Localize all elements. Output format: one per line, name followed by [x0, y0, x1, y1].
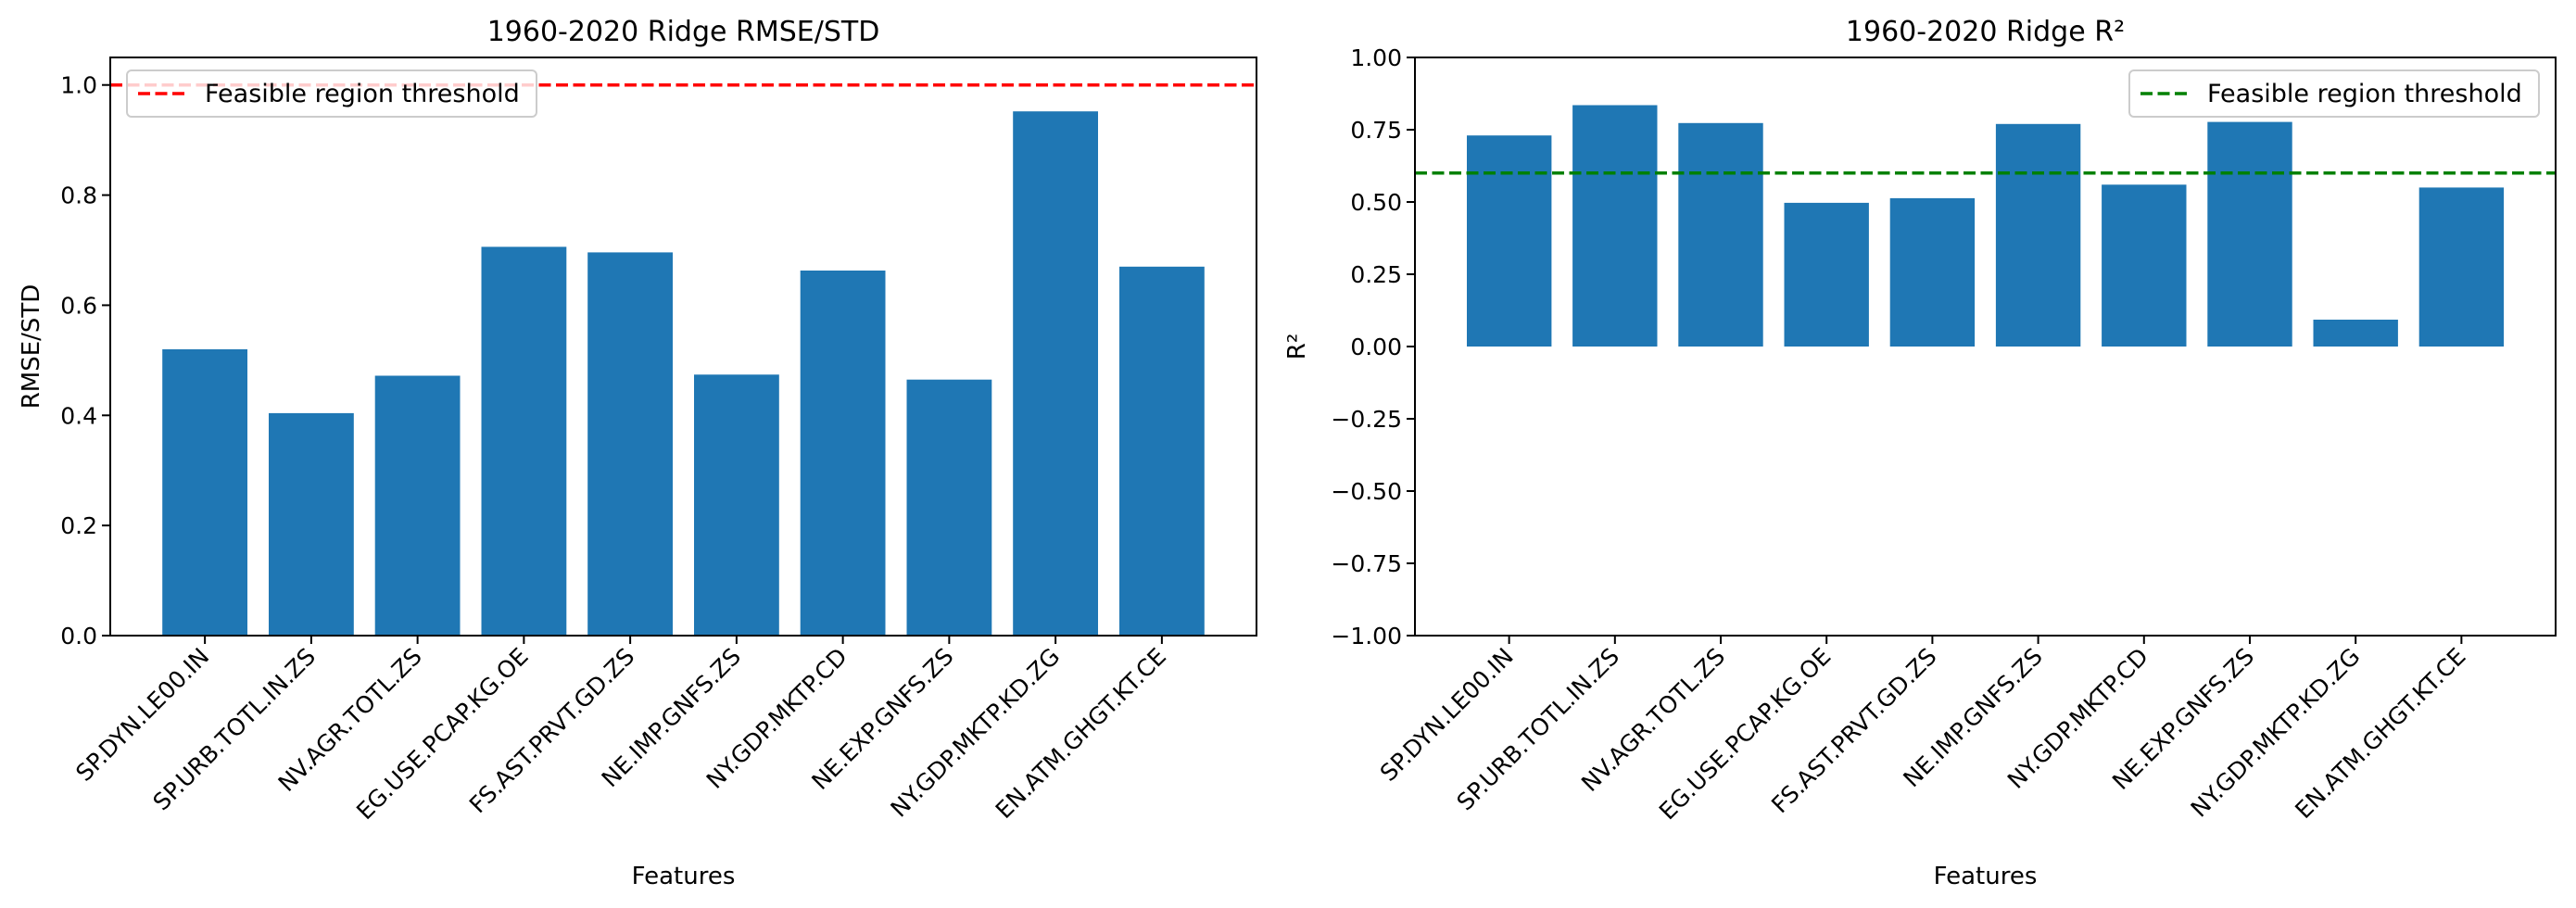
- y-tick-label: 0.6: [60, 292, 97, 319]
- bar-nv-agr-totl-zs: [1678, 122, 1763, 347]
- bar-ne-imp-gnfs-zs: [1995, 123, 2081, 347]
- y-tick-label: 0.2: [60, 512, 97, 539]
- legend: Feasible region threshold: [126, 69, 537, 118]
- bar-sp-urb-totl-in-zs: [269, 412, 354, 636]
- bar-sp-urb-totl-in-zs: [1572, 105, 1658, 347]
- bar-ny-gdp-mktp-kd-zg: [1013, 111, 1098, 636]
- y-tick-label: −1.00: [1331, 623, 1402, 649]
- x-axis-label: Features: [632, 863, 736, 890]
- bar-nv-agr-totl-zs: [374, 375, 461, 636]
- bar-ne-imp-gnfs-zs: [694, 374, 779, 636]
- y-tick-label: 1.0: [60, 72, 97, 99]
- bar-ne-exp-gnfs-zs: [2207, 121, 2292, 347]
- y-axis-label: R²: [1283, 334, 1311, 360]
- bar-fs-ast-prvt-gd-zs: [1889, 197, 1976, 347]
- legend: Feasible region threshold: [2128, 69, 2540, 118]
- bar-ny-gdp-mktp-cd: [800, 271, 886, 636]
- y-tick-label: 0.0: [60, 623, 97, 649]
- legend-label: Feasible region threshold: [2207, 80, 2522, 108]
- y-tick-label: −0.75: [1331, 550, 1402, 577]
- y-tick-label: 0.8: [60, 183, 97, 209]
- bar-fs-ast-prvt-gd-zs: [587, 252, 673, 636]
- bar-eg-use-pcap-kg-oe: [481, 246, 567, 636]
- chart-title: 1960-2020 Ridge RMSE/STD: [487, 16, 880, 48]
- bar-sp-dyn-le00-in: [1467, 135, 1552, 347]
- y-axis: −1.00 −0.75 −0.50 −0.25 0.00 0.25 0.50 0.75 1.00: [1331, 44, 1415, 649]
- y-tick-label: 0.75: [1350, 117, 1402, 144]
- bar-en-atm-ghgt-kt-ce: [2418, 187, 2505, 347]
- legend-box: [2128, 69, 2540, 118]
- bar-group: [162, 111, 1205, 636]
- y-tick-label: −0.25: [1331, 406, 1402, 433]
- x-axis-label: Features: [1934, 863, 2038, 890]
- y-axis-label: RMSE/STD: [18, 284, 45, 410]
- y-tick-label: 0.50: [1350, 189, 1402, 216]
- bar-ny-gdp-mktp-kd-zg: [2313, 320, 2398, 347]
- axes-frame: [109, 57, 1257, 637]
- bar-en-atm-ghgt-kt-ce: [1119, 266, 1205, 636]
- bar-group: [1467, 105, 2505, 347]
- y-tick-label: 0.4: [60, 402, 97, 429]
- y-tick-label: 1.00: [1350, 44, 1402, 71]
- y-tick-label: −0.50: [1331, 478, 1402, 505]
- chart-title: 1960-2020 Ridge R²: [1846, 16, 2125, 48]
- bar-ny-gdp-mktp-cd: [2102, 184, 2187, 347]
- bar-ne-exp-gnfs-zs: [906, 379, 992, 636]
- bar-sp-dyn-le00-in: [162, 349, 247, 636]
- y-tick-label: 0.00: [1350, 334, 1402, 360]
- y-axis: 0.0 0.2 0.4 0.6 0.8 1.0: [60, 72, 110, 649]
- legend-label: Feasible region threshold: [205, 80, 520, 108]
- y-tick-label: 0.25: [1350, 261, 1402, 288]
- bar-eg-use-pcap-kg-oe: [1784, 202, 1869, 347]
- legend-box: [126, 69, 537, 118]
